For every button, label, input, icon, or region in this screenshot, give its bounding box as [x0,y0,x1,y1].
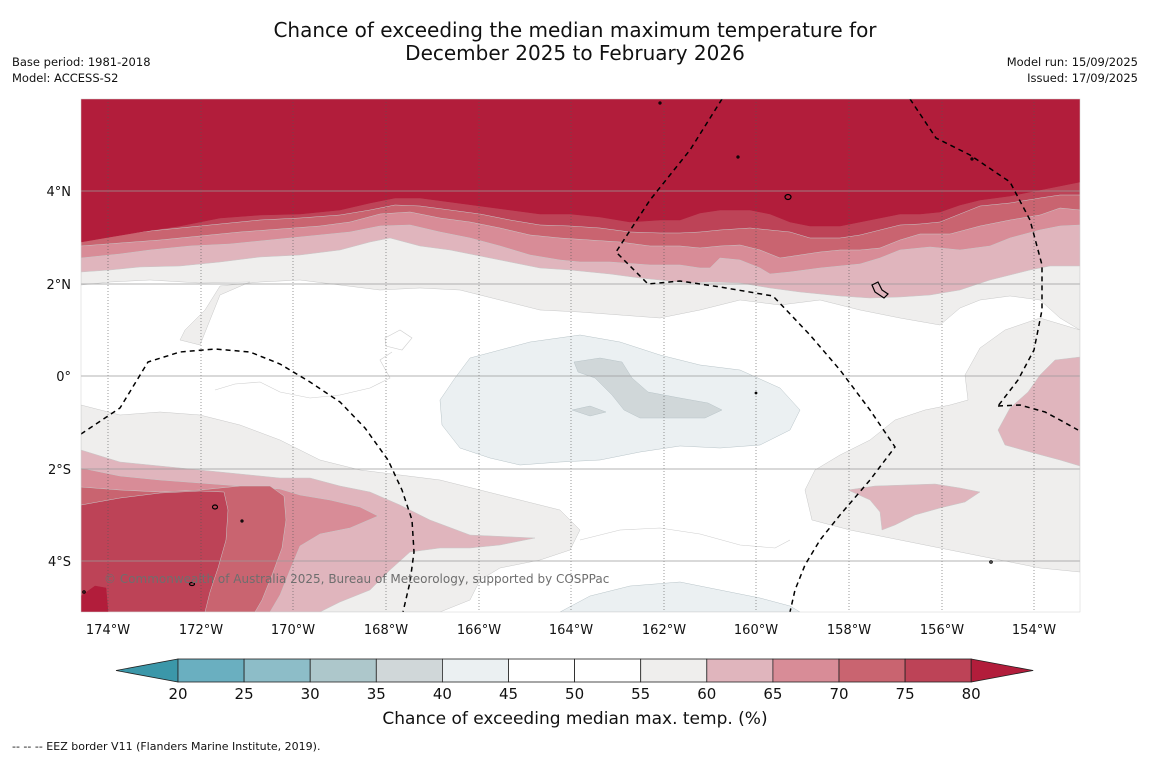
issued-text: Issued: 17/09/2025 [1027,71,1138,85]
meta-left: Base period: 1981-2018 Model: ACCESS-S2 [12,54,151,86]
colorbar-extend-low [115,658,179,683]
lon-tick-label: 162°W [642,623,686,638]
colorbar-segment [508,658,575,683]
contour-line-mid [214,351,393,399]
lon-tick-label: 172°W [179,623,223,638]
colorbar-tick-label: 45 [499,685,518,703]
map-title-line1: Chance of exceeding the median maximum t… [273,18,877,42]
meta-right: Model run: 15/09/2025 Issued: 17/09/2025 [1007,54,1138,86]
eez-borders [81,99,1079,612]
colorbar-segment [772,658,840,683]
lat-tick-label: 2°N [47,278,72,293]
colorbar-tick-label: 20 [168,685,187,703]
lon-tick-label: 164°W [549,623,593,638]
contour-east-60 [997,356,1080,467]
map-title-line2: December 2025 to February 2026 [405,41,745,65]
colorbar-tick-label: 50 [565,685,584,703]
colorbar-segment [177,658,245,683]
lon-tick-labels: 174°W 172°W 170°W 168°W 166°W 164°W 162°… [86,623,1056,638]
base-period-text: Base period: 1981-2018 [12,55,151,69]
lon-tick-label: 160°W [734,623,778,638]
colorbar-tick-label: 55 [631,685,650,703]
lon-tick-label: 154°W [1012,623,1056,638]
contour-north-80 [81,99,1080,243]
colorbar-extend-high [970,658,1034,683]
lat-tick-label: 4°N [47,185,72,200]
colorbar-tick-label: 25 [235,685,254,703]
lon-tick-label: 168°W [364,623,408,638]
colorbar-segment [574,658,642,683]
colorbar-segment [375,658,443,683]
lon-tick-label: 166°W [457,623,501,638]
model-run-text: Model run: 15/09/2025 [1006,55,1138,69]
colorbar-tick-label: 80 [962,685,981,703]
lon-tick-label: 156°W [920,623,964,638]
lon-tick-label: 170°W [271,623,315,638]
lon-tick-label: 174°W [86,623,130,638]
colorbar: 20 25 30 35 40 45 50 55 60 65 70 75 80 [115,658,1034,703]
lat-tick-labels: 4°N 2°N 0° 2°S 4°S [47,185,72,570]
colorbar-segment [309,658,377,683]
colorbar-segment [640,658,708,683]
map-copyright: © Commonwealth of Australia 2025, Bureau… [104,572,609,586]
lat-tick-label: 2°S [48,463,71,478]
colorbar-segment [838,658,906,683]
contour-sw-80 [81,585,109,612]
colorbar-tick-label: 35 [367,685,386,703]
colorbar-tick-label: 70 [829,685,848,703]
contour-east-55 [804,317,1080,573]
colorbar-segment [706,658,774,683]
colorbar-tick-label: 65 [763,685,782,703]
lat-tick-label: 0° [56,370,71,385]
contour-east-patch [847,483,981,531]
map-lat-gridlines [81,190,1080,562]
colorbar-segment [441,658,509,683]
lat-tick-label: 4°S [48,555,71,570]
colorbar-tick-label: 60 [697,685,716,703]
colorbar-label: Chance of exceeding median max. temp. (%… [382,709,768,729]
model-text: Model: ACCESS-S2 [12,71,119,85]
contour-line-sw [579,527,791,549]
contour-sw-75 [81,490,229,612]
contour-cool-south [559,581,801,612]
colorbar-tick-label: 40 [433,685,452,703]
eez-footnote: -- -- -- EEZ border V11 (Flanders Marine… [12,740,321,753]
colorbar-tick-label: 30 [301,685,320,703]
colorbar-tick-label: 75 [896,685,915,703]
islands [82,101,993,594]
contour-line-ring [384,329,413,351]
contour-layer: © Commonwealth of Australia 2025, Bureau… [81,99,1080,612]
contour-cool-40 [573,357,723,419]
contour-cool-40b [571,405,607,417]
colorbar-segment [243,658,311,683]
colorbar-segment [904,658,972,683]
lon-tick-label: 158°W [827,623,871,638]
map-frame [80,98,1081,613]
